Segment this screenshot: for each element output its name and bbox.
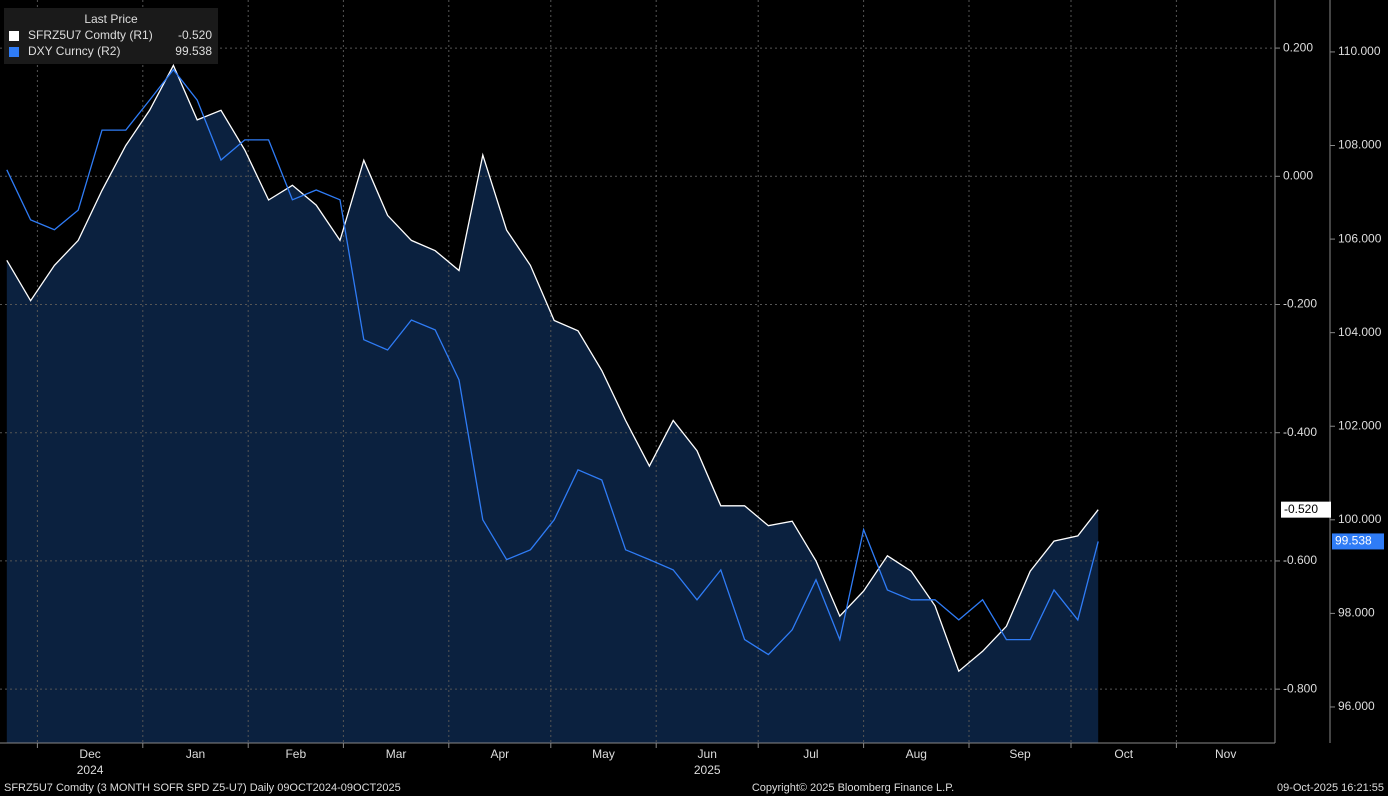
y2-tick-label: 102.000	[1338, 418, 1382, 432]
y2-tick-label: 104.000	[1338, 325, 1382, 339]
line	[6, 63, 1099, 673]
plot-area	[0, 0, 1275, 743]
x-tick-label: Feb	[285, 747, 306, 761]
y-tick-label: -0.400	[1283, 425, 1317, 439]
x-tick-label: Dec	[79, 747, 100, 761]
y2-tick-label: 100.000	[1338, 512, 1382, 526]
x-tick-label: Mar	[386, 747, 407, 761]
x-year-label: 2024	[77, 763, 104, 777]
legend-label: SFRZ5U7 Comdty (R1)	[28, 28, 153, 42]
x-tick-label: Jun	[698, 747, 717, 761]
footer-left: SFRZ5U7 Comdty (3 MONTH SOFR SPD Z5-U7) …	[4, 782, 401, 794]
y2-tick-label: 96.000	[1338, 699, 1375, 713]
y-tick-label: 0.200	[1283, 40, 1313, 54]
y-tick-label: 0.000	[1283, 168, 1313, 182]
y2-tick-label: 110.000	[1338, 44, 1381, 58]
y2-tick-label: 98.000	[1338, 606, 1375, 620]
y-tick-label: -0.600	[1283, 553, 1317, 567]
x-tick-label: Oct	[1114, 747, 1133, 761]
last-value-label: 99.538	[1335, 534, 1372, 548]
footer-right: 09-Oct-2025 16:21:55	[1277, 782, 1384, 794]
area	[6, 65, 1099, 743]
y-tick-label: -0.200	[1283, 297, 1317, 311]
footer-center: Copyright© 2025 Bloomberg Finance L.P.	[752, 782, 954, 794]
legend-swatch	[9, 47, 19, 57]
x-tick-label: Nov	[1215, 747, 1236, 761]
last-value-label: -0.520	[1284, 502, 1318, 516]
y2-tick-label: 106.000	[1338, 231, 1382, 245]
legend-title: Last Price	[84, 12, 138, 26]
x-year-label: 2025	[694, 763, 721, 777]
legend-value: -0.520	[178, 28, 212, 42]
x-tick-label: Jan	[186, 747, 205, 761]
legend-box	[4, 8, 218, 64]
x-tick-label: Apr	[490, 747, 509, 761]
line	[6, 68, 1099, 656]
last-value-tag	[1332, 533, 1384, 550]
x-tick-label: May	[592, 747, 615, 761]
y2-tick-label: 108.000	[1338, 138, 1382, 152]
x-tick-label: Jul	[803, 747, 818, 761]
legend-value: 99.538	[175, 44, 212, 58]
x-tick-label: Aug	[906, 747, 927, 761]
y-tick-label: -0.800	[1283, 681, 1317, 695]
legend-swatch	[9, 31, 19, 41]
legend-label: DXY Curncy (R2)	[28, 44, 120, 58]
x-tick-label: Sep	[1009, 747, 1031, 761]
last-value-tag	[1281, 501, 1331, 518]
